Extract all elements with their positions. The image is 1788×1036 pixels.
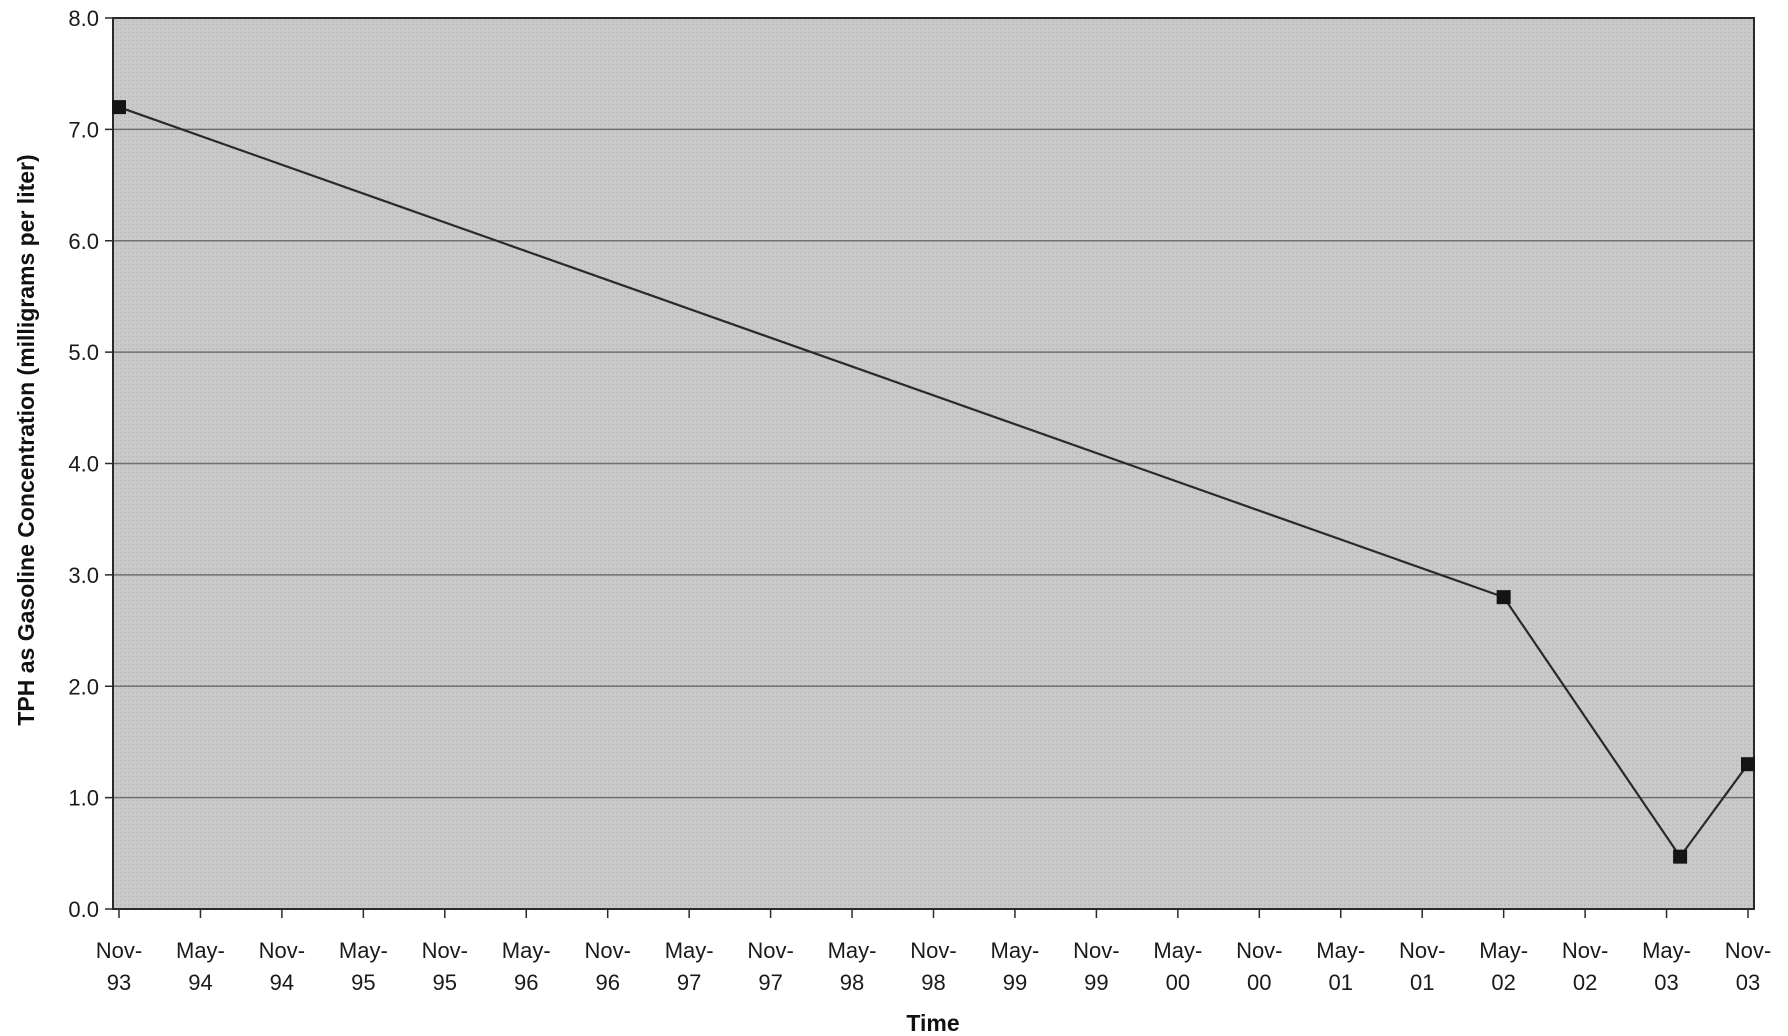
x-tick-label: Nov- 95 [422,938,468,995]
x-tick-label-month: Nov- [1725,938,1771,963]
x-axis-title: Time [906,1010,959,1036]
series-line [112,100,1755,864]
x-tick-label-month: May- [991,938,1040,963]
y-tick-label: 6.0 [68,229,99,254]
x-tick-label: May- 99 [991,938,1040,995]
x-tick-label-year: 96 [514,970,538,995]
x-tick-label-month: May- [828,938,877,963]
x-tick-label: Nov- 99 [1073,938,1119,995]
x-tick-label: May- 98 [828,938,877,995]
x-tick-label-year: 01 [1410,970,1434,995]
x-tick-label: May- 96 [502,938,551,995]
data-point-marker [1673,849,1688,864]
x-tick-label-month: Nov- [96,938,142,963]
x-tick-label-month: Nov- [1236,938,1282,963]
x-tick-label-year: 98 [921,970,945,995]
x-tick-label: May- 94 [176,938,225,995]
x-tick-label-month: Nov- [422,938,468,963]
x-tick-label: May- 00 [1153,938,1202,995]
x-tick-label: Nov- 97 [747,938,793,995]
x-tick-label-year: 02 [1573,970,1597,995]
x-tick-label-year: 00 [1247,970,1271,995]
data-point-marker [112,100,126,115]
x-tick-label: Nov- 96 [584,938,630,995]
x-tick-label-year: 02 [1491,970,1515,995]
y-tick-label: 1.0 [68,786,99,811]
x-tick-label-year: 97 [758,970,782,995]
x-tick-label-month: May- [1153,938,1202,963]
x-tick-label: May- 02 [1479,938,1528,995]
x-tick-label-year: 94 [188,970,212,995]
x-axis: Nov-93May-94Nov-94May-95Nov-95May-96Nov-… [96,909,1771,995]
y-axis-title: TPH as Gasoline Concentration (milligram… [13,154,39,725]
x-tick-label-year: 99 [1003,970,1027,995]
y-tick-label: 8.0 [68,6,99,31]
series-polyline [118,106,1749,859]
x-tick-label-year: 94 [270,970,294,995]
x-tick-label-month: May- [1642,938,1691,963]
x-tick-label-month: May- [665,938,714,963]
y-tick-label: 2.0 [68,674,99,699]
x-tick-label-month: Nov- [747,938,793,963]
x-tick-label: Nov- 02 [1562,938,1608,995]
x-tick-label-year: 97 [677,970,701,995]
x-tick-label-month: Nov- [584,938,630,963]
x-tick-label: May- 97 [665,938,714,995]
x-tick-label-year: 03 [1654,970,1678,995]
y-tick-label: 0.0 [68,897,99,922]
x-tick-label-year: 98 [840,970,864,995]
x-tick-label: Nov- 01 [1399,938,1445,995]
x-tick-label-year: 95 [351,970,375,995]
y-tick-label: 4.0 [68,452,99,477]
x-tick-label: May- 95 [339,938,388,995]
x-tick-label-year: 01 [1329,970,1353,995]
x-tick-label: Nov- 93 [96,938,142,995]
x-tick-label-month: Nov- [1562,938,1608,963]
x-tick-label-month: Nov- [1399,938,1445,963]
x-tick-label-month: Nov- [1073,938,1119,963]
y-axis: 0.0 1.0 2.0 3.0 4.0 5.0 6.0 7.0 8.0 [68,6,113,922]
x-tick-label-month: Nov- [259,938,305,963]
x-tick-label: Nov- 03 [1725,938,1771,995]
x-tick-label-year: 00 [1166,970,1190,995]
x-tick-label-month: May- [176,938,225,963]
x-tick-label-month: May- [1316,938,1365,963]
x-tick-label: Nov- 98 [910,938,956,995]
x-tick-label-year: 93 [107,970,131,995]
y-tick-label: 3.0 [68,563,99,588]
data-point-marker [1496,590,1511,605]
x-tick-label-month: May- [502,938,551,963]
x-tick-label-year: 96 [595,970,619,995]
x-tick-label-month: May- [339,938,388,963]
x-tick-label: May- 01 [1316,938,1365,995]
gridlines [113,128,1754,799]
y-tick-label: 5.0 [68,340,99,365]
data-point-marker [1741,757,1755,772]
x-tick-label: May- 03 [1642,938,1691,995]
y-tick-label: 7.0 [68,117,99,142]
x-tick-label-year: 99 [1084,970,1108,995]
x-tick-label: Nov- 94 [259,938,305,995]
x-tick-label: Nov- 00 [1236,938,1282,995]
x-tick-label-year: 03 [1736,970,1760,995]
x-tick-label-month: Nov- [910,938,956,963]
x-tick-label-month: May- [1479,938,1528,963]
x-tick-label-year: 95 [433,970,457,995]
